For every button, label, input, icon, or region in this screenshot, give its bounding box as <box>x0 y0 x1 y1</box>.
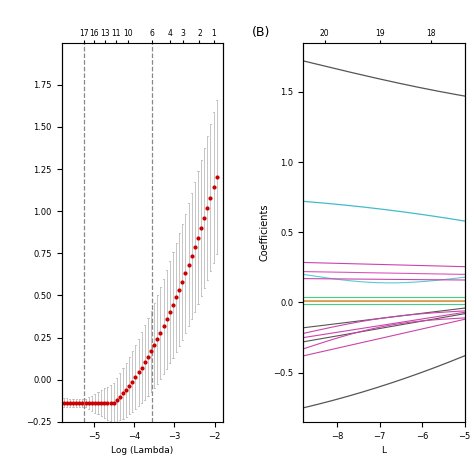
Point <box>85 400 92 407</box>
Point <box>194 234 202 241</box>
Point <box>207 194 214 202</box>
Point <box>154 336 161 343</box>
Point <box>147 347 155 355</box>
Point <box>97 400 105 407</box>
Point <box>69 399 77 407</box>
Point <box>132 374 139 381</box>
Point <box>173 294 180 301</box>
Y-axis label: Coefficients: Coefficients <box>259 203 269 261</box>
Point <box>182 269 189 277</box>
Point <box>157 329 164 337</box>
Point <box>179 278 186 285</box>
Text: (B): (B) <box>252 26 270 39</box>
Point <box>197 224 205 232</box>
Point <box>126 382 133 390</box>
Point <box>88 400 96 407</box>
Point <box>166 309 173 316</box>
Point <box>160 322 167 330</box>
Point <box>163 316 171 323</box>
Point <box>75 400 83 407</box>
Point <box>104 399 111 407</box>
Point <box>201 214 208 222</box>
Point <box>141 359 149 366</box>
Point <box>188 252 196 260</box>
Point <box>213 173 220 181</box>
Point <box>169 301 177 309</box>
Point <box>210 183 218 191</box>
Point <box>144 353 152 361</box>
Point <box>82 400 89 407</box>
Point <box>107 399 114 407</box>
Point <box>191 243 199 251</box>
Point <box>119 390 127 397</box>
Point <box>73 399 80 407</box>
Point <box>94 400 102 407</box>
Point <box>91 400 99 407</box>
Point <box>122 386 130 393</box>
Point <box>203 204 211 212</box>
Point <box>128 378 136 385</box>
Point <box>100 400 108 407</box>
Point <box>138 364 146 371</box>
X-axis label: Log (Lambda): Log (Lambda) <box>111 446 173 455</box>
Point <box>175 286 183 293</box>
Point <box>60 399 67 406</box>
Point <box>110 399 118 407</box>
Point <box>150 342 158 349</box>
Point <box>185 261 192 268</box>
Point <box>79 400 86 407</box>
Point <box>135 369 142 376</box>
Point <box>63 399 71 407</box>
Point <box>116 393 124 401</box>
Point <box>66 399 73 407</box>
Point <box>113 396 120 404</box>
X-axis label: L: L <box>382 446 386 455</box>
